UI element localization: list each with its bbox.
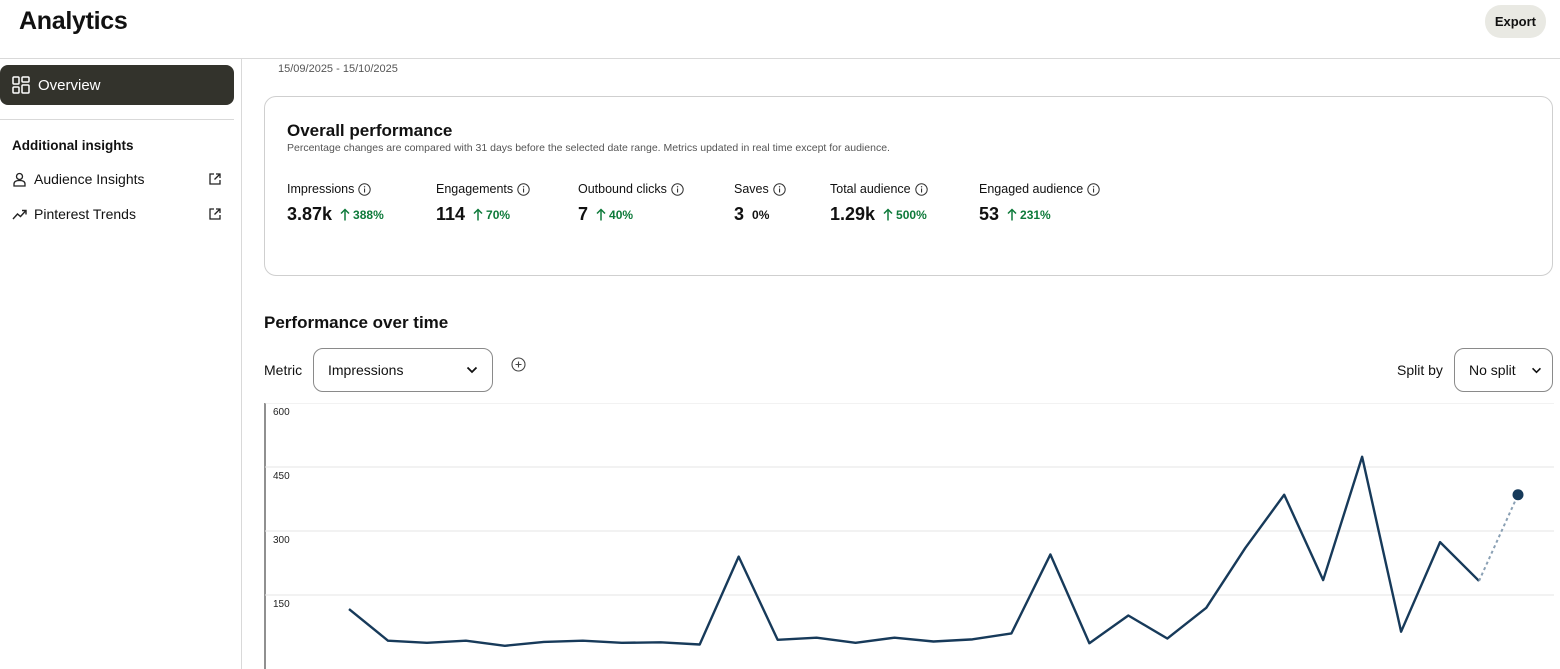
metric-change-value: 0% [752, 207, 770, 222]
metric-change: 231% [1007, 208, 1051, 222]
metric-select-label: Metric [264, 362, 303, 378]
chevron-down-icon [1532, 367, 1541, 373]
metric-change: 40% [596, 208, 633, 222]
performance-over-time-title: Performance over time [264, 313, 449, 332]
split-by-dropdown[interactable]: No split [1454, 348, 1553, 392]
info-icon[interactable] [517, 182, 530, 196]
y-tick-label: 150 [273, 599, 290, 610]
info-icon[interactable] [773, 182, 786, 196]
date-range: 15/09/2025 - 15/10/2025 [278, 63, 398, 75]
data-point [1512, 489, 1524, 501]
metric-change-value: 70% [486, 207, 511, 222]
external-link-icon [209, 173, 221, 185]
metric-value: 3.87k [287, 204, 333, 224]
arrow-up-icon [883, 208, 893, 221]
y-tick-label: 300 [273, 535, 290, 546]
y-tick-label: 600 [273, 407, 290, 418]
sidebar-section-heading: Additional insights [12, 138, 134, 153]
metric-total-audience: Total audience 1.29k 500% [830, 182, 928, 225]
metric-saves: Saves 3 0% [734, 182, 786, 225]
metric-label: Total audience [830, 182, 911, 196]
metric-change-value: 231% [1020, 207, 1051, 222]
split-by-label: Split by [1397, 362, 1443, 378]
metric-change-value: 500% [896, 207, 927, 222]
export-button[interactable]: Export [1484, 5, 1546, 38]
sidebar-item-pinterest-trends[interactable]: Pinterest Trends [12, 202, 222, 226]
metric-change: 500% [883, 208, 927, 222]
metric-engagements: Engagements 114 70% [436, 182, 530, 225]
metric-change: 70% [473, 208, 510, 222]
chevron-down-icon [466, 366, 478, 374]
arrow-up-icon [340, 208, 350, 221]
overall-performance-title: Overall performance [287, 121, 453, 140]
metric-label: Engagements [436, 182, 514, 196]
arrow-up-icon [473, 208, 483, 221]
info-icon[interactable] [358, 182, 372, 196]
person-icon [13, 172, 26, 187]
metric-engaged-audience: Engaged audience 53 231% [979, 182, 1100, 225]
grid-icon [12, 76, 30, 94]
sidebar-item-overview[interactable]: Overview [0, 65, 234, 105]
trend-icon [12, 209, 27, 219]
sidebar-item-label: Audience Insights [34, 171, 145, 187]
metric-impressions: Impressions 3.87k 388% [287, 182, 384, 225]
arrow-up-icon [1007, 208, 1017, 221]
metric-label: Impressions [287, 182, 355, 196]
sidebar-item-label: Overview [38, 76, 101, 94]
performance-line-chart: 150 300 450 600 [264, 403, 1554, 669]
sidebar-item-label: Pinterest Trends [34, 206, 136, 222]
metric-value: 114 [436, 204, 466, 224]
metric-value: 53 [979, 204, 1000, 224]
arrow-up-icon [596, 208, 606, 221]
overall-performance-card: Overall performance Percentage changes a… [264, 96, 1553, 276]
metric-value: 7 [578, 204, 589, 224]
overall-performance-subtitle: Percentage changes are compared with 31 … [287, 142, 890, 154]
y-tick-label: 450 [273, 471, 290, 482]
metric-value: 3 [734, 204, 745, 224]
info-icon[interactable] [914, 182, 928, 196]
metric-change: 388% [340, 208, 384, 222]
top-bar: Analytics Export [0, 0, 1560, 59]
metric-dropdown[interactable]: Impressions [313, 348, 493, 392]
series-line [348, 455, 1480, 647]
page-title: Analytics [19, 7, 128, 35]
metric-outbound-clicks: Outbound clicks 7 40% [578, 182, 684, 225]
metric-change-value: 40% [609, 207, 634, 222]
projected-segment [1478, 494, 1519, 582]
info-icon[interactable] [671, 182, 684, 196]
metric-value: 1.29k [830, 204, 876, 224]
metric-dropdown-value: Impressions [328, 362, 404, 378]
metric-label: Engaged audience [979, 182, 1084, 196]
external-link-icon [209, 208, 221, 220]
metric-label: Outbound clicks [578, 182, 667, 196]
add-metric-icon[interactable] [511, 357, 526, 372]
metric-change-value: 388% [353, 207, 384, 222]
info-icon[interactable] [1087, 182, 1100, 196]
metric-change: 0% [752, 208, 769, 222]
metric-label: Saves [734, 182, 769, 196]
sidebar-item-audience-insights[interactable]: Audience Insights [12, 167, 222, 191]
split-by-dropdown-value: No split [1469, 362, 1516, 378]
sidebar: Overview Additional insights Audience In… [0, 59, 242, 669]
sidebar-divider [0, 119, 234, 120]
